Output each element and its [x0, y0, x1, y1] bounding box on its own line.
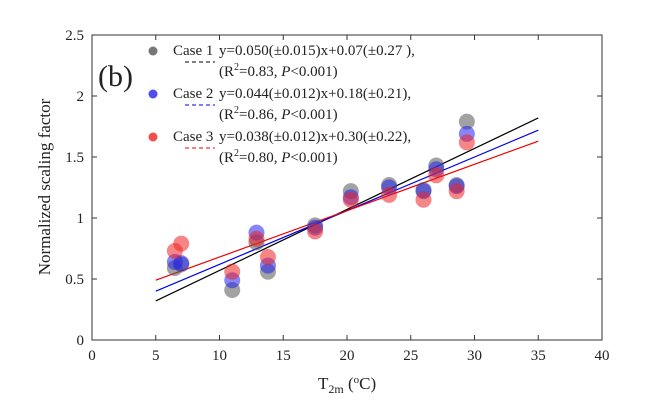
data-point-case-3 [224, 263, 241, 280]
fit-line-case-3 [155, 140, 539, 281]
legend-equation-case-1: y=0.050(±0.015)x+0.07(±0.27 ), [219, 43, 415, 59]
data-point-case-3 [448, 183, 465, 200]
y-tick-label: 1 [77, 211, 85, 227]
y-axis-label: Normalized scaling factor [35, 98, 54, 275]
y-tick-label: 0 [77, 333, 85, 349]
data-point-case-3 [458, 134, 475, 151]
legend-marker-case-1 [148, 46, 158, 56]
data-point-case-2 [173, 255, 190, 272]
x-tick-label: 25 [403, 348, 418, 364]
legend-label-case-3: Case 3 [173, 129, 213, 145]
data-point-case-3 [259, 249, 276, 266]
legend-equation-case-2: y=0.044(±0.012)x+0.18(±0.21), [219, 86, 411, 102]
legend-label-case-1: Case 1 [173, 43, 213, 59]
data-point-case-3 [307, 223, 324, 240]
data-point-case-3 [173, 235, 190, 252]
data-point-case-3 [428, 167, 445, 184]
x-tick-label: 10 [212, 348, 227, 364]
y-tick-label: 1.5 [65, 150, 84, 166]
x-axis-label: T2m (oC) [318, 374, 376, 396]
legend-marker-case-3 [148, 132, 158, 142]
x-tick-label: 0 [88, 348, 96, 364]
x-tick-label: 40 [595, 348, 610, 364]
data-point-case-3 [381, 186, 398, 203]
y-tick-label: 0.5 [65, 272, 84, 288]
data-point-case-3 [415, 191, 432, 208]
x-tick-label: 5 [152, 348, 160, 364]
x-tick-label: 35 [531, 348, 546, 364]
legend-equation-case-3: y=0.038(±0.012)x+0.30(±0.22), [219, 129, 411, 145]
panel-label: (b) [98, 60, 133, 93]
legend-stats-case-2: (R2=0.86, P<0.001) [219, 105, 338, 123]
fit-line-case-1 [155, 117, 539, 302]
data-point-case-3 [342, 191, 359, 208]
x-tick-label: 15 [276, 348, 291, 364]
legend-label-case-2: Case 2 [173, 86, 213, 102]
x-tick-label: 30 [467, 348, 482, 364]
y-tick-label: 2.5 [65, 28, 84, 44]
x-tick-label: 20 [340, 348, 355, 364]
legend-stats-case-3: (R2=0.80, P<0.001) [219, 148, 338, 166]
data-point-case-1 [458, 113, 475, 130]
y-tick-label: 2 [77, 89, 85, 105]
legend-stats-case-1: (R2=0.83, P<0.001) [219, 62, 338, 80]
legend-marker-case-2 [148, 89, 158, 99]
data-point-case-3 [248, 230, 265, 247]
